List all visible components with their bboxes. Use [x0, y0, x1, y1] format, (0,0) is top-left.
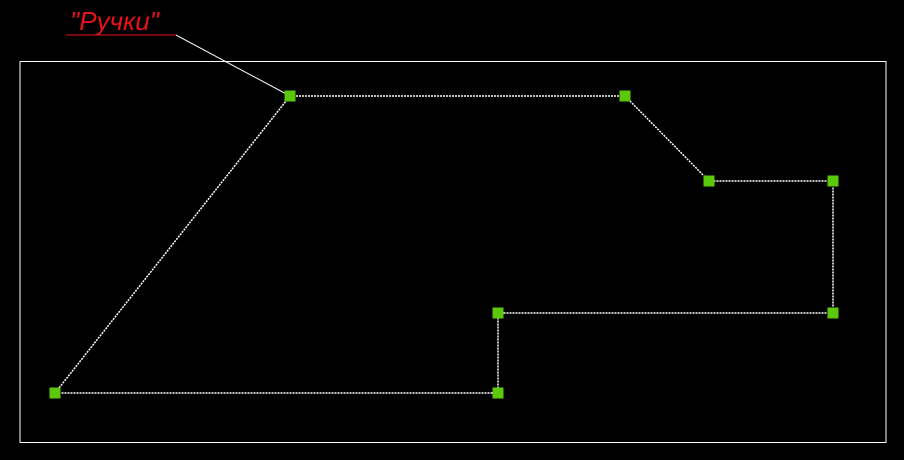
grip-square-icon[interactable]: [619, 90, 631, 102]
grip-square-icon[interactable]: [827, 175, 839, 187]
grip-square-icon[interactable]: [492, 307, 504, 319]
grip-square-icon[interactable]: [49, 387, 61, 399]
grip-square-icon[interactable]: [703, 175, 715, 187]
grip-group: [49, 90, 839, 399]
callout-leader-line: [66, 34, 291, 97]
selected-polyline[interactable]: [53, 95, 834, 394]
viewport-frame: [19, 61, 887, 443]
grip-square-icon[interactable]: [284, 90, 296, 102]
callout-label: "Ручки": [70, 6, 161, 36]
grip-square-icon[interactable]: [827, 307, 839, 319]
grip-square-icon[interactable]: [492, 387, 504, 399]
